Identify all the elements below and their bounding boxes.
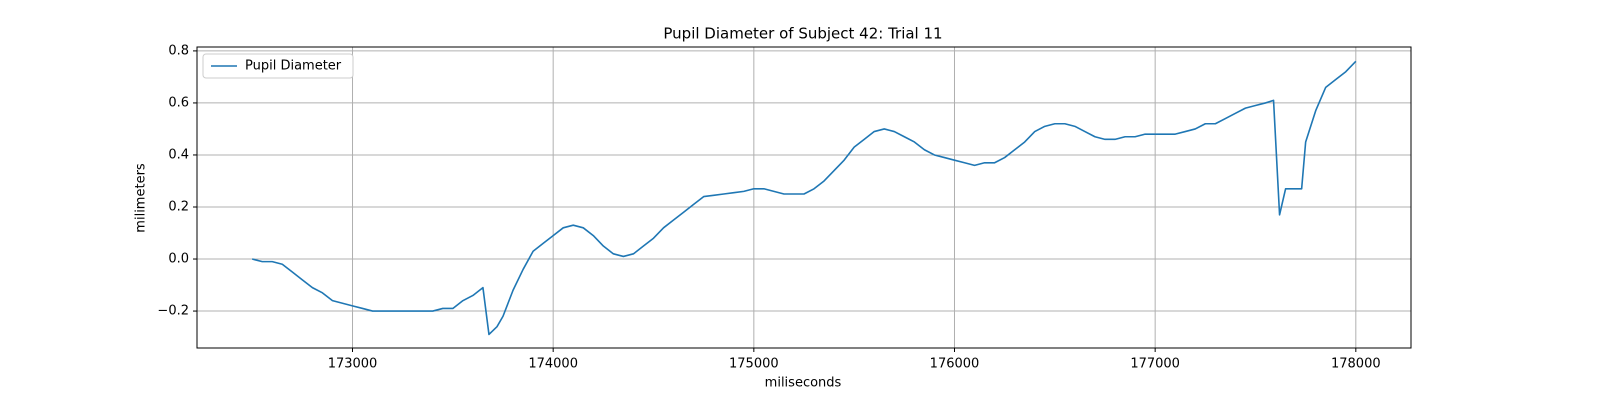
legend-label: Pupil Diameter: [245, 59, 342, 74]
y-tick-label: 0.4: [168, 147, 189, 162]
legend-box: [202, 53, 354, 79]
axes-frame: [196, 46, 1412, 349]
x-axis-label: miliseconds: [765, 376, 842, 391]
y-tick-label: 0.2: [168, 199, 189, 214]
y-tick-label: 0.0: [168, 252, 189, 267]
x-tick-label: 177000: [1130, 357, 1180, 372]
y-tick-label: −0.2: [157, 304, 189, 319]
x-tick-label: 176000: [930, 357, 980, 372]
x-tick-label: 175000: [729, 357, 779, 372]
x-tick-label: 178000: [1331, 357, 1381, 372]
chart-title: Pupil Diameter of Subject 42: Trial 11: [663, 25, 942, 43]
y-tick-label: 0.8: [168, 43, 189, 58]
y-tick-label: 0.6: [168, 95, 189, 110]
x-tick-label: 173000: [328, 357, 378, 372]
data-line: [251, 60, 1357, 336]
x-tick-label: 174000: [528, 357, 578, 372]
y-axis-label: milimeters: [134, 163, 149, 233]
